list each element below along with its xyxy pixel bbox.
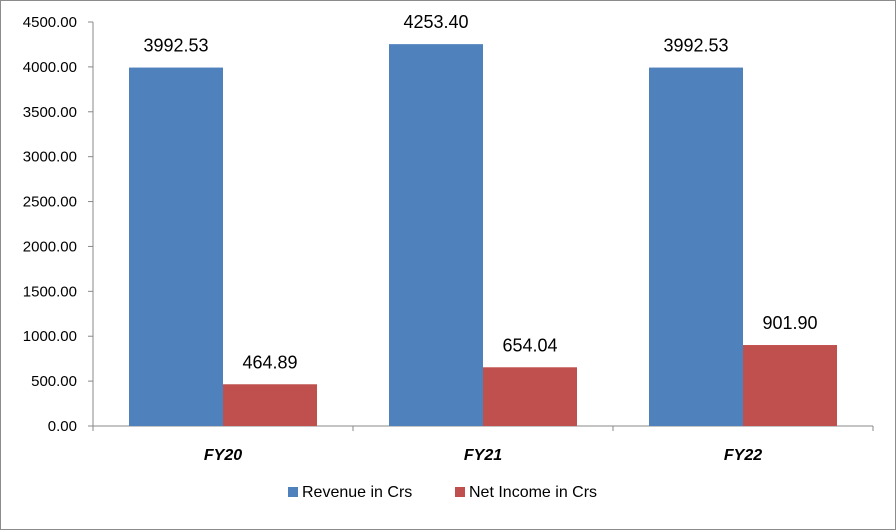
data-label: 3992.53 [143, 36, 208, 56]
category-labels-group: FY20 FY21 FY22 [92, 426, 874, 464]
y-tick-label: 2000.00 [23, 238, 77, 255]
category-label: FY20 [204, 447, 242, 464]
data-label: 654.04 [502, 335, 557, 355]
y-tick-label: 4500.00 [23, 14, 77, 31]
bar-revenue-in-crs-fy21 [389, 44, 483, 427]
bar-revenue-in-crs-fy22 [649, 67, 743, 426]
data-label: 3992.53 [663, 36, 728, 56]
y-tick-label: 1500.00 [23, 283, 77, 300]
y-tick-label: 3500.00 [23, 104, 77, 121]
y-tick-label: 1000.00 [23, 328, 77, 345]
bar-net-income-in-crs-fy21 [483, 367, 577, 426]
data-label: 901.90 [762, 313, 817, 333]
category-label: FY22 [724, 447, 762, 464]
data-labels-group: 3992.53 464.89 4253.40 654.04 3992.53 901.90 [143, 12, 817, 372]
y-tick-label: 500.00 [31, 373, 77, 390]
data-label: 4253.40 [403, 12, 468, 32]
y-tick-label: 4000.00 [23, 59, 77, 76]
legend-swatch [455, 487, 465, 497]
y-tick-label: 2500.00 [23, 194, 77, 211]
legend-label: Net Income in Crs [469, 484, 597, 501]
y-tick-label: 3000.00 [23, 149, 77, 166]
y-axis-ticks: 0.00 500.00 1000.00 1500.00 2000.00 2500.00 30… [23, 14, 93, 435]
bar-revenue-in-crs-fy20 [129, 67, 223, 426]
bar-net-income-in-crs-fy22 [743, 345, 837, 426]
bar-net-income-in-crs-fy20 [223, 384, 317, 426]
data-label: 464.89 [242, 352, 297, 372]
legend: Revenue in Crs Net Income in Crs [288, 484, 597, 501]
bars-group [129, 44, 837, 427]
category-label: FY21 [464, 447, 502, 464]
y-tick-label: 0.00 [48, 418, 77, 435]
legend-swatch [288, 487, 298, 497]
legend-label: Revenue in Crs [302, 484, 412, 501]
